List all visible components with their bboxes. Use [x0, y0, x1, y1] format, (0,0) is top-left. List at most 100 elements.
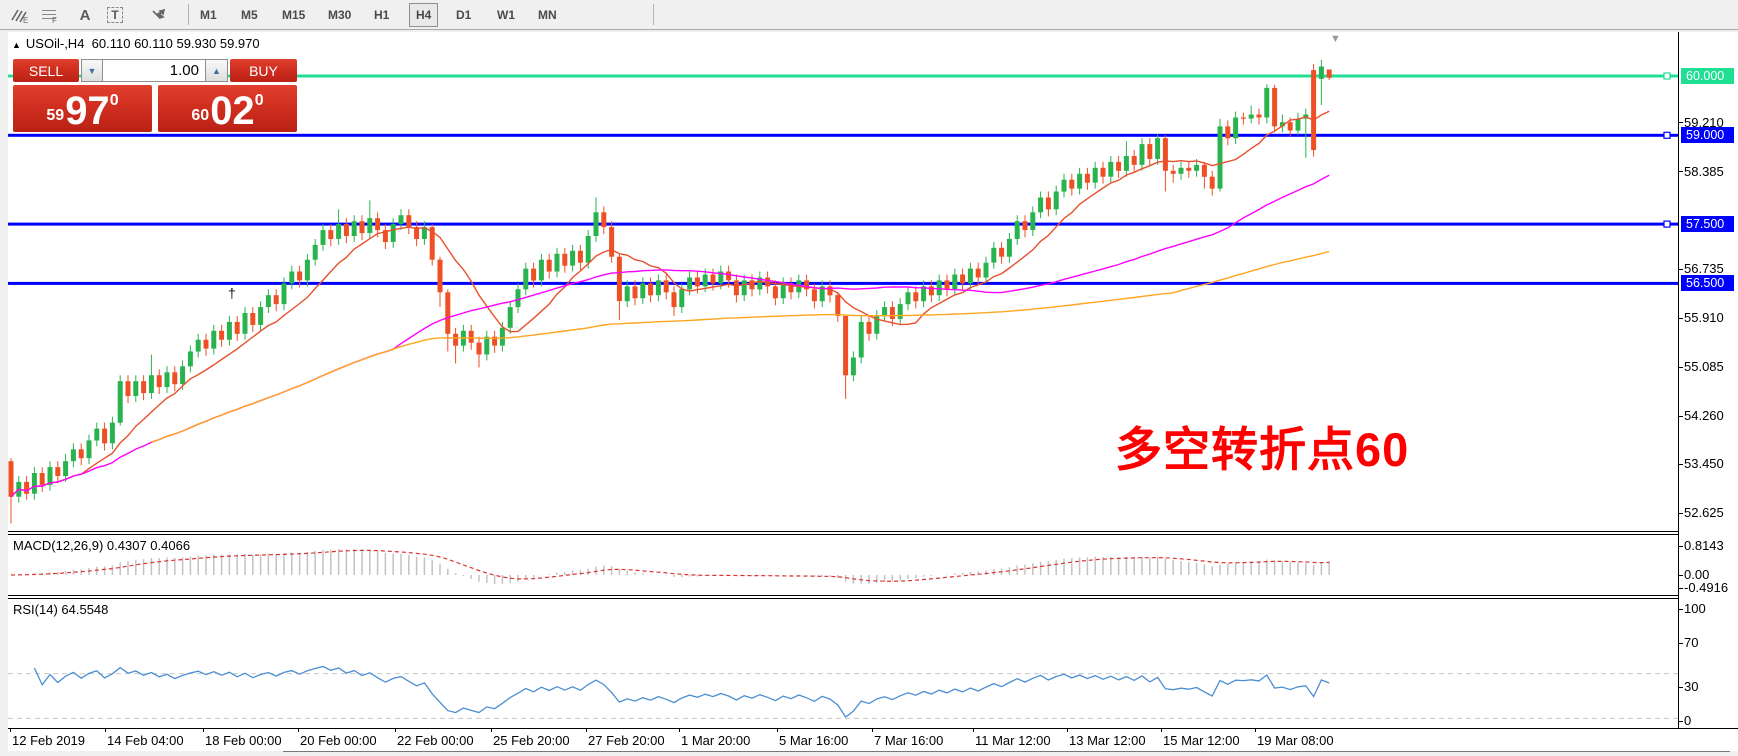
time-tick [105, 728, 106, 732]
price-tick-label: 58.385 [1684, 164, 1724, 179]
time-axis-label: 5 Mar 16:00 [779, 733, 849, 748]
time-axis-label: 1 Mar 20:00 [681, 733, 751, 748]
price-tick [1678, 513, 1683, 514]
time-axis-label: 11 Mar 12:00 [975, 733, 1051, 748]
symbol-header: ▲ USOil-,H4 60.110 60.110 59.930 59.970 [12, 36, 260, 51]
price-badge-56.500: 56.500 [1681, 275, 1734, 291]
toolbar-separator-2 [653, 4, 654, 25]
sell-price-pip: 0 [109, 92, 119, 109]
rsi-tick [1678, 721, 1683, 722]
price-tick [1678, 318, 1683, 319]
timeframe-button-m15[interactable]: M15 [282, 8, 306, 22]
rsi-tick [1678, 643, 1683, 644]
sell-price-main: 97 [65, 89, 110, 133]
chart-annotation-text: 多空转折点60 [1115, 423, 1410, 476]
time-axis-label: 27 Feb 20:00 [588, 733, 665, 748]
time-tick [679, 728, 680, 732]
timeframe-button-h1[interactable]: H1 [374, 8, 390, 22]
price-tick [1678, 269, 1683, 270]
timeframe-button-d1[interactable]: D1 [456, 8, 472, 22]
sell-price-button[interactable]: 59 97 0 [13, 85, 152, 132]
price-badge-57.500: 57.500 [1681, 216, 1734, 232]
time-tick [1255, 728, 1256, 732]
timeframe-button-h4[interactable]: H4 [409, 3, 439, 27]
buy-button[interactable]: BUY [230, 59, 297, 82]
timeframe-button-m5[interactable]: M5 [241, 8, 258, 22]
price-axis-line [1678, 32, 1679, 729]
text-label-icon[interactable]: A [79, 6, 91, 24]
macd-axis-label: 0.00 [1684, 567, 1710, 582]
rsi-tick [1678, 609, 1683, 610]
time-tick [777, 728, 778, 732]
time-tick [203, 728, 204, 732]
volume-input[interactable] [103, 59, 206, 82]
time-axis-line [8, 728, 1738, 729]
timeframe-button-w1[interactable]: W1 [497, 8, 515, 22]
rsi-pane-canvas[interactable] [8, 599, 1678, 728]
sell-button[interactable]: SELL [13, 59, 79, 82]
time-axis-label: 12 Feb 2019 [12, 733, 86, 748]
time-tick [491, 728, 492, 732]
grid-icon[interactable]: F [36, 3, 62, 27]
chart-shift-marker-icon[interactable]: ▼ [1330, 33, 1341, 45]
top-toolbar: E F A T ▾ M1 M5 M15 M30 H1 H4 D1 W1 MN [0, 0, 1738, 30]
volume-increase-button[interactable]: ▲ [206, 59, 228, 82]
macd-axis-label: 0.8143 [1684, 538, 1724, 553]
time-tick [973, 728, 974, 732]
price-badge-59.000: 59.000 [1681, 127, 1734, 143]
time-axis-label: 14 Feb 04:00 [107, 733, 184, 748]
rsi-axis-label: 70 [1684, 635, 1699, 650]
text-box-icon[interactable]: T [102, 3, 128, 27]
price-tick [1678, 122, 1683, 123]
svg-text:F: F [52, 16, 57, 25]
buy-price-button[interactable]: 60 02 0 [158, 85, 297, 132]
time-axis-label: 13 Mar 12:00 [1069, 733, 1146, 748]
price-tick [1678, 171, 1683, 172]
arrow-objects-icon[interactable]: ▾ [142, 3, 176, 27]
timeframe-button-m1[interactable]: M1 [200, 8, 217, 22]
macd-tick [1678, 575, 1683, 576]
time-axis-label: 18 Feb 00:00 [205, 733, 282, 748]
symbol-ohlc: 60.110 60.110 59.930 59.970 [91, 36, 260, 51]
timeframe-button-mn[interactable]: MN [538, 8, 557, 22]
horizontal-scrollbar[interactable] [283, 751, 1730, 752]
macd-tick [1678, 588, 1683, 589]
time-axis-label: 25 Feb 20:00 [493, 733, 570, 748]
price-tick [1678, 464, 1683, 465]
rsi-axis-label: 100 [1684, 601, 1706, 616]
rsi-axis-label: 30 [1684, 679, 1699, 694]
timeframe-button-m30[interactable]: M30 [328, 8, 352, 22]
rsi-label: RSI(14) 64.5548 [13, 602, 109, 617]
price-tick-label: 56.735 [1684, 261, 1724, 276]
macd-tick [1678, 546, 1683, 547]
volume-decrease-button[interactable]: ▼ [81, 59, 103, 82]
chart-window: ▲ USOil-,H4 60.110 60.110 59.930 59.970 M… [0, 31, 1738, 756]
time-axis-label: 19 Mar 08:00 [1257, 733, 1334, 748]
price-tick-label: 55.910 [1684, 310, 1724, 325]
indicators-icon[interactable]: E [6, 3, 32, 27]
buy-price-main: 02 [210, 89, 255, 133]
macd-pane-canvas[interactable] [8, 535, 1678, 595]
price-tick-label: 54.260 [1684, 408, 1724, 423]
time-tick [395, 728, 396, 732]
time-axis-label: 22 Feb 00:00 [397, 733, 474, 748]
time-axis-label: 7 Mar 16:00 [874, 733, 944, 748]
rsi-tick [1678, 687, 1683, 688]
pane-separator-rsi[interactable] [8, 595, 1678, 599]
time-tick [10, 728, 11, 732]
time-axis-label: 20 Feb 00:00 [300, 733, 377, 748]
price-tick-label: 53.450 [1684, 456, 1724, 471]
chart-background[interactable] [8, 32, 1738, 751]
price-chart-canvas[interactable] [8, 32, 1678, 531]
svg-text:E: E [23, 16, 28, 25]
time-tick [586, 728, 587, 732]
price-tick-label: 52.625 [1684, 505, 1724, 520]
collapse-triangle-icon[interactable]: ▲ [12, 40, 21, 50]
price-tick-label: 55.085 [1684, 359, 1724, 374]
price-tick [1678, 367, 1683, 368]
time-tick [872, 728, 873, 732]
object-anchor-marker: † [228, 285, 236, 301]
macd-axis-label: -0.4916 [1684, 580, 1729, 595]
pane-separator-macd[interactable] [8, 531, 1678, 535]
